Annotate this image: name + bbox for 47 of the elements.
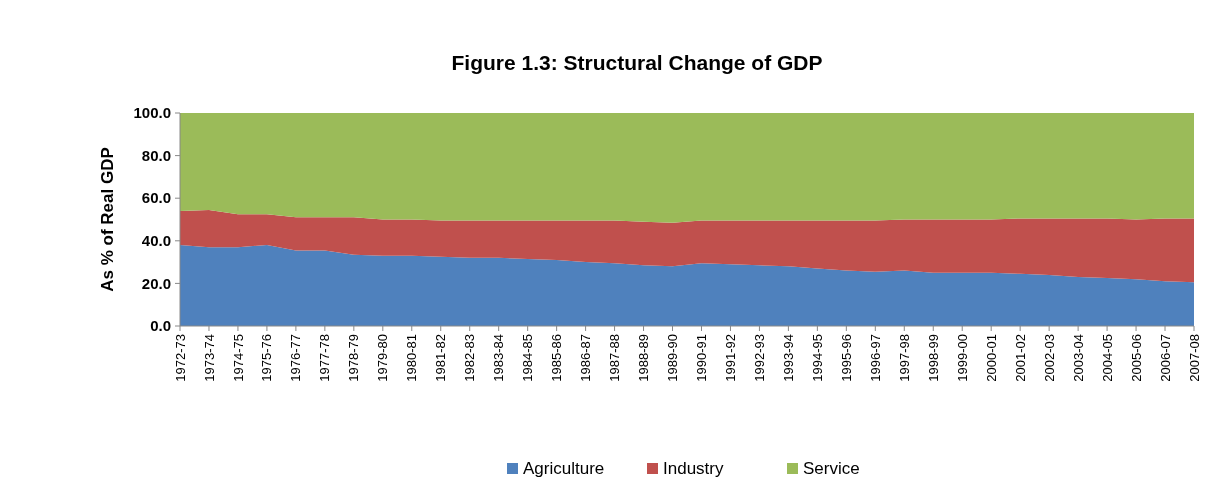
x-tick-label: 1975-76	[259, 334, 275, 382]
x-tick-label: 1976-77	[288, 334, 304, 382]
x-tick-label: 1989-90	[665, 334, 681, 382]
y-tick-label: 0.0	[150, 317, 171, 335]
x-tick-label: 1974-75	[230, 334, 246, 382]
x-tick-label: 1980-81	[404, 334, 420, 382]
y-axis-title: As % of Real GDP	[98, 147, 117, 292]
x-tick-label: 1987-88	[607, 334, 623, 382]
x-tick-label: 1990-91	[694, 334, 710, 382]
y-tick-label: 20.0	[141, 274, 171, 292]
x-tick-label: 1995-96	[838, 334, 854, 382]
legend-label: Service	[803, 459, 860, 478]
x-tick-label: 1986-87	[578, 334, 594, 382]
x-tick-label: 1991-92	[723, 334, 739, 382]
x-tick-label: 1993-94	[780, 334, 796, 382]
legend-label: Agriculture	[523, 459, 605, 478]
x-tick-label: 1988-89	[636, 334, 652, 382]
x-tick-label: 2007-08	[1186, 334, 1202, 382]
y-tick-label: 60.0	[141, 189, 171, 207]
x-tick-label: 1981-82	[433, 334, 449, 382]
y-tick-label: 100.0	[133, 104, 171, 122]
x-tick-label: 1992-93	[751, 334, 767, 382]
x-tick-label: 2006-07	[1157, 334, 1173, 382]
x-tick-label: 2001-02	[1012, 334, 1028, 382]
x-tick-label: 2003-04	[1070, 334, 1086, 382]
x-tick-label: 2000-01	[983, 334, 999, 382]
x-tick-label: 1984-85	[520, 334, 536, 382]
x-tick-label: 2005-06	[1128, 334, 1144, 382]
x-tick-label: 1972-73	[172, 334, 188, 382]
x-tick-label: 1994-95	[809, 334, 825, 382]
y-tick-label: 80.0	[141, 146, 171, 164]
x-tick-label: 1977-78	[317, 334, 333, 382]
legend-label: Industry	[663, 459, 724, 478]
x-tick-label: 2002-03	[1041, 334, 1057, 382]
x-tick-label: 1983-84	[491, 334, 507, 382]
x-tick-label: 1996-97	[867, 334, 883, 382]
x-tick-label: 1998-99	[925, 334, 941, 382]
x-tick-label: 1978-79	[346, 334, 362, 382]
x-tick-label: 1985-86	[549, 334, 565, 382]
x-tick-label: 1999-00	[954, 334, 970, 382]
x-tick-label: 1973-74	[201, 334, 217, 382]
y-tick-label: 40.0	[141, 232, 171, 250]
chart-title: Figure 1.3: Structural Change of GDP	[451, 51, 823, 74]
x-tick-label: 2004-05	[1099, 334, 1115, 382]
x-tick-label: 1982-83	[462, 334, 478, 382]
x-tick-label: 1979-80	[375, 334, 391, 382]
x-tick-label: 1997-98	[896, 334, 912, 382]
